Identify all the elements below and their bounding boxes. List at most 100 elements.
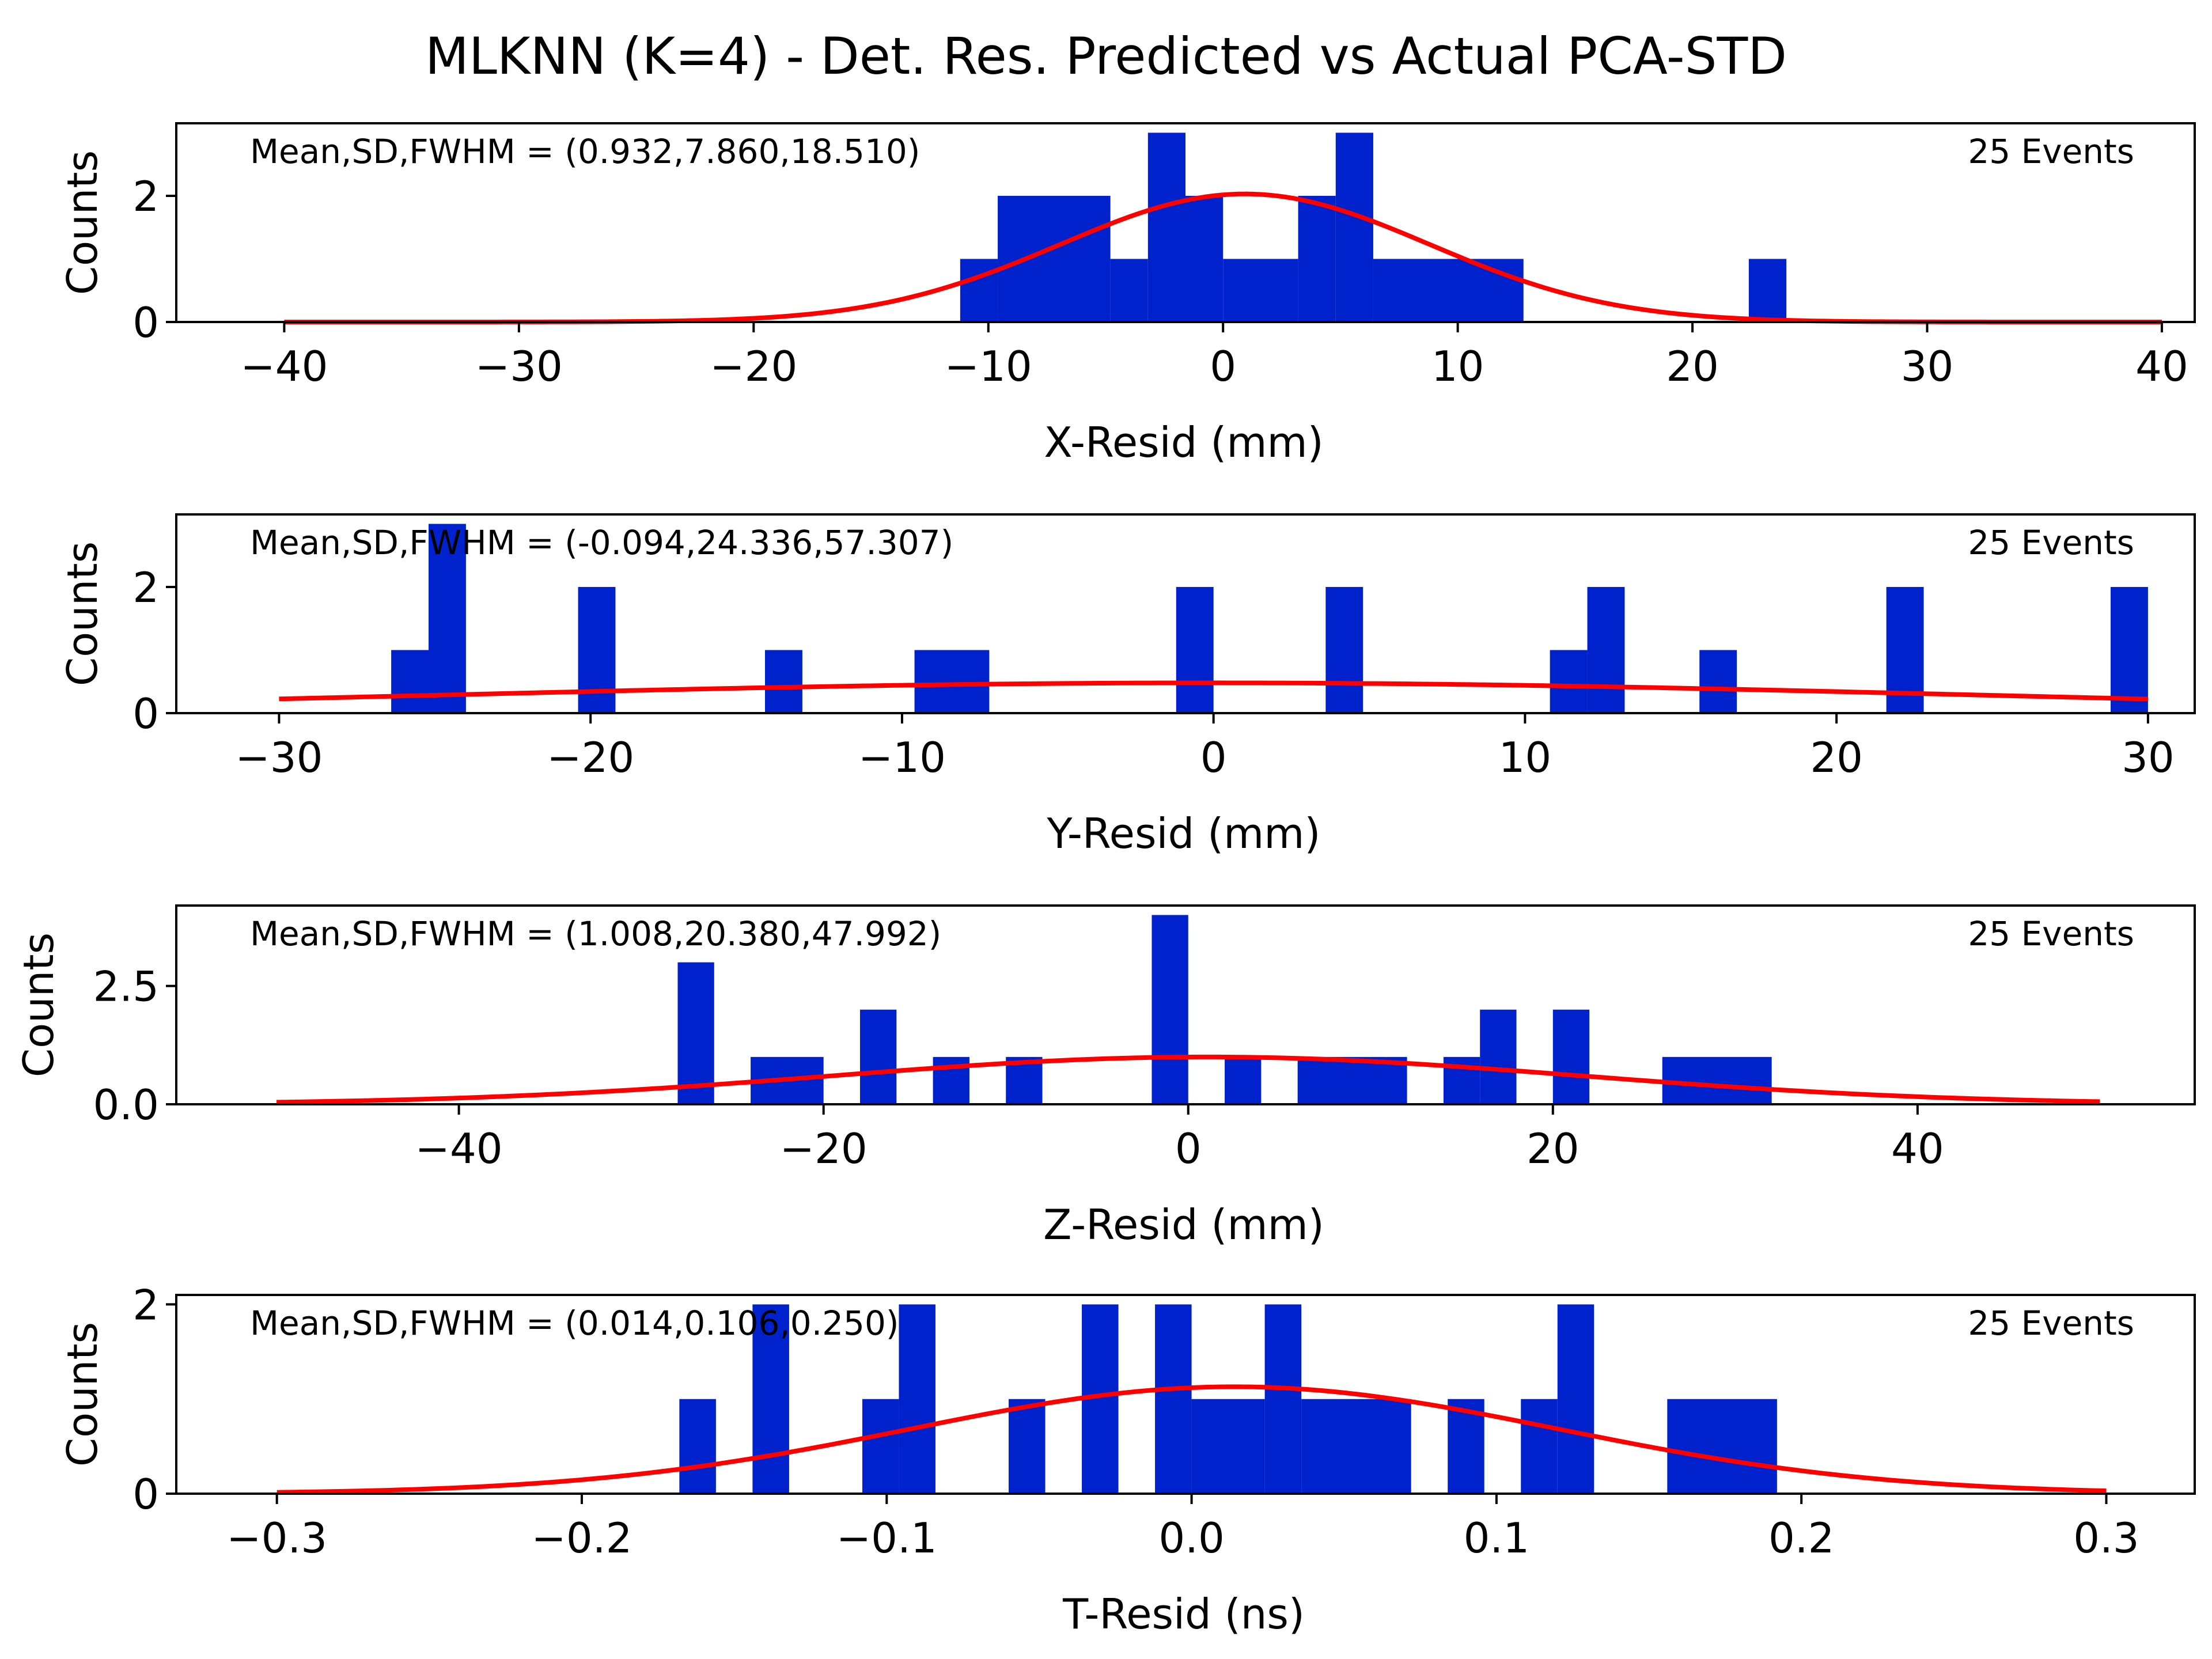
histogram-bar	[1264, 1304, 1302, 1494]
histogram-bar	[862, 1399, 899, 1494]
x-axis-label: T-Resid (ns)	[1062, 1590, 1305, 1638]
x-tick-label: −20	[710, 342, 797, 391]
x-tick-label: 0.1	[1464, 1514, 1530, 1562]
histogram-bar	[859, 1009, 897, 1104]
y-tick-label: 0	[132, 1470, 159, 1518]
histogram-panel-2: −30 −20 −10 0 10 20 30 0 2 Mean,SD,FWHM = (-0.094…	[58, 513, 2196, 858]
y-axis-label: Counts	[58, 541, 107, 686]
events-annotation: 25 Events	[1968, 1304, 2134, 1343]
y-axis-label: Counts	[14, 933, 63, 1077]
x-tick-label: 10	[1431, 342, 1484, 391]
histogram-bar	[677, 962, 714, 1104]
y-tick-label: 2	[132, 563, 159, 612]
stats-annotation: Mean,SD,FWHM = (1.008,20.380,47.992)	[250, 914, 941, 953]
x-tick-label: 20	[1527, 1124, 1580, 1173]
axes-frame	[175, 904, 2196, 1105]
histogram-bar	[1557, 1304, 1594, 1494]
histogram-bar	[679, 1399, 716, 1494]
histogram-bar	[899, 1304, 935, 1494]
axes-frame	[175, 122, 2196, 323]
x-tick-label: 0.0	[1158, 1514, 1225, 1562]
x-tick-label: −40	[240, 342, 328, 391]
x-tick-label: 20	[1666, 342, 1719, 391]
histogram-bar	[1191, 1399, 1265, 1494]
histogram-bar	[914, 650, 990, 713]
histogram-bar	[1667, 1399, 1777, 1494]
x-tick-label: −20	[547, 733, 634, 782]
histogram-bar	[998, 195, 1111, 322]
x-tick-label: 0	[1210, 342, 1236, 391]
histogram-bar	[752, 1304, 789, 1494]
histogram-bar	[2111, 586, 2148, 713]
x-tick-label: 30	[1901, 342, 1954, 391]
histogram-bars	[679, 1304, 1777, 1494]
histogram-bar	[1373, 259, 1524, 322]
histogram-bar	[1152, 915, 1188, 1104]
x-tick-label: 40	[1891, 1124, 1944, 1173]
histogram-bar	[1110, 259, 1148, 322]
stats-annotation: Mean,SD,FWHM = (0.932,7.860,18.510)	[250, 132, 920, 171]
y-tick-label: 0.0	[93, 1081, 159, 1129]
histogram-bar	[1225, 1056, 1262, 1104]
x-tick-label: −10	[858, 733, 946, 782]
y-tick-label: 2	[132, 172, 159, 221]
events-annotation: 25 Events	[1968, 523, 2134, 562]
events-annotation: 25 Events	[1968, 132, 2134, 171]
histogram-panel-1: −40 −30 −20 −10 0 10 20 30 40 0 2 Mean,SD,FWHM = (0…	[58, 122, 2196, 467]
x-tick-label: −30	[475, 342, 563, 391]
stats-annotation: Mean,SD,FWHM = (-0.094,24.336,57.307)	[250, 523, 953, 562]
histogram-bar	[1587, 586, 1625, 713]
histogram-bar	[1301, 1399, 1411, 1494]
y-tick-label: 0	[132, 690, 159, 738]
x-tick-label: −0.3	[226, 1514, 327, 1562]
histogram-bar	[1662, 1056, 1772, 1104]
histogram-panel-4: −0.3 −0.2 −0.1 0.0 0.1 0.2 0.3 0 2 Mean,SD,FWHM =…	[58, 1281, 2196, 1638]
events-annotation: 25 Events	[1968, 914, 2134, 953]
x-tick-label: 30	[2122, 733, 2175, 782]
gaussian-fit-line	[279, 680, 2148, 702]
y-tick-label: 0	[132, 298, 159, 347]
histogram-bar	[1297, 1056, 1407, 1104]
y-tick-label: 2	[132, 1281, 159, 1329]
x-tick-label: −0.2	[532, 1514, 632, 1562]
histogram-bar	[1699, 650, 1737, 713]
histogram-bar	[1009, 1399, 1046, 1494]
histogram-bar	[1185, 195, 1224, 322]
histogram-bars	[960, 132, 1787, 322]
x-tick-label: 0.2	[1768, 1514, 1835, 1562]
figure-title: MLKNN (K=4) - Det. Res. Predicted vs Act…	[425, 26, 1787, 86]
x-tick-label: 40	[2135, 342, 2188, 391]
y-tick-label: 2.5	[93, 963, 159, 1011]
histogram-bar	[960, 259, 998, 322]
x-tick-label: 10	[1499, 733, 1552, 782]
histogram-bar	[1147, 132, 1185, 322]
axes-frame	[175, 513, 2196, 714]
axes-frame	[175, 1294, 2196, 1495]
histogram-bar	[1176, 586, 1214, 713]
histogram-bar	[1550, 650, 1588, 713]
gaussian-fit-line	[276, 1384, 2107, 1495]
x-tick-label: 20	[1810, 733, 1863, 782]
x-tick-label: 0.3	[2073, 1514, 2139, 1562]
x-axis-label: X-Resid (mm)	[1044, 418, 1323, 467]
stats-annotation: Mean,SD,FWHM = (0.014,0.106,0.250)	[250, 1304, 899, 1343]
histogram-bar	[1521, 1399, 1558, 1494]
x-tick-label: −20	[780, 1124, 868, 1173]
x-axis-label: Y-Resid (mm)	[1046, 809, 1320, 858]
x-tick-label: −30	[235, 733, 323, 782]
x-tick-label: −0.1	[836, 1514, 937, 1562]
histogram-bar	[1480, 1009, 1517, 1104]
histogram-bar	[429, 524, 466, 713]
x-axis-label: Z-Resid (mm)	[1043, 1200, 1324, 1249]
gaussian-fit-line	[276, 1054, 2100, 1105]
histogram-bar	[1223, 259, 1298, 322]
x-tick-label: 0	[1200, 733, 1227, 782]
histogram-bar	[1298, 195, 1336, 322]
x-tick-label: 0	[1175, 1124, 1202, 1173]
histogram-bar	[1552, 1009, 1590, 1104]
histogram-panel-3: −40 −20 0 20 40 0.0 2.5 Mean,SD,FWHM = (1.008,2…	[14, 904, 2196, 1249]
y-axis-label: Counts	[58, 1322, 107, 1467]
histogram-bar	[1335, 132, 1373, 322]
